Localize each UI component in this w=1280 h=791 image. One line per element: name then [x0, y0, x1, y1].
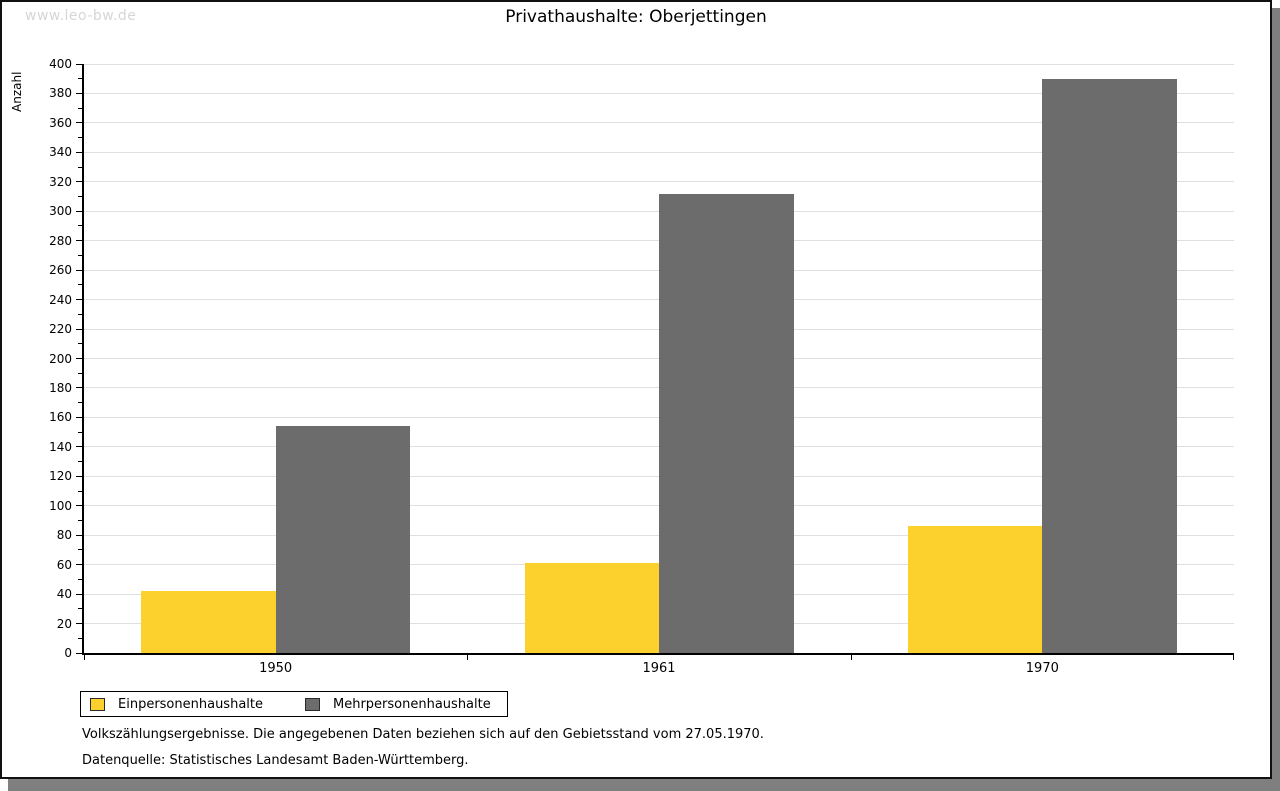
y-minor-tick-230 — [78, 313, 82, 315]
y-tick-label-280: 280 — [49, 233, 72, 248]
y-tick-label-260: 260 — [49, 263, 72, 278]
footnote-census: Volkszählungsergebnisse. Die angegebenen… — [82, 727, 764, 742]
legend-entry-mehrpersonenhaushalte: Mehrpersonenhaushalte — [305, 697, 491, 712]
y-tick-340 — [76, 151, 82, 153]
y-tick-120 — [76, 475, 82, 477]
y-tick-label-360: 360 — [49, 115, 72, 130]
y-tick-260 — [76, 269, 82, 271]
y-minor-tick-390 — [78, 78, 82, 80]
y-tick-20 — [76, 623, 82, 625]
y-tick-320 — [76, 181, 82, 183]
legend: Einpersonenhaushalte Mehrpersonenhaushal… — [80, 691, 508, 717]
y-tick-label-220: 220 — [49, 322, 72, 337]
gridline-380 — [84, 92, 1234, 94]
bar-mehrpersonenhaushalte-1950 — [275, 426, 411, 653]
legend-label: Einpersonenhaushalte — [118, 696, 263, 712]
y-minor-tick-150 — [78, 431, 82, 433]
y-tick-200 — [76, 358, 82, 359]
chart-panel: www.leo-bw.de Privathaushalte: Oberjetti… — [0, 0, 1272, 779]
y-minor-tick-350 — [78, 137, 82, 139]
gridline-340 — [84, 151, 1234, 153]
x-tick-0 — [84, 655, 85, 660]
x-tick-2 — [850, 655, 852, 660]
y-minor-tick-250 — [78, 284, 82, 286]
y-tick-60 — [76, 564, 82, 566]
y-tick-label-0: 0 — [64, 646, 72, 660]
y-minor-tick-210 — [78, 343, 82, 345]
legend-swatch-mehrpersonenhaushalte — [305, 697, 320, 711]
y-tick-160 — [76, 416, 82, 418]
y-tick-180 — [76, 387, 82, 389]
y-minor-tick-30 — [78, 608, 82, 610]
x-tick-label-1961: 1961 — [642, 661, 676, 676]
y-minor-tick-290 — [78, 225, 82, 227]
y-tick-400 — [76, 63, 82, 65]
y-tick-300 — [76, 210, 82, 212]
bar-einpersonenhaushalte-1961 — [524, 563, 659, 653]
y-tick-label-380: 380 — [49, 86, 72, 101]
bar-einpersonenhaushalte-1970 — [907, 526, 1043, 653]
y-minor-tick-50 — [78, 578, 82, 580]
y-tick-280 — [76, 240, 82, 242]
y-tick-380 — [76, 92, 82, 94]
x-tick-label-1950: 1950 — [259, 661, 293, 676]
y-axis-line — [82, 64, 84, 655]
y-tick-label-200: 200 — [49, 351, 72, 366]
bar-einpersonenhaushalte-1950 — [141, 591, 276, 653]
y-tick-240 — [76, 299, 82, 301]
y-tick-80 — [76, 534, 82, 536]
y-tick-label-100: 100 — [49, 498, 72, 513]
bar-mehrpersonenhaushalte-1970 — [1042, 78, 1177, 653]
y-tick-40 — [76, 593, 82, 595]
y-tick-220 — [76, 328, 82, 330]
y-tick-label-180: 180 — [49, 380, 72, 395]
y-minor-tick-90 — [78, 519, 82, 521]
y-tick-100 — [76, 505, 82, 507]
legend-label: Mehrpersonenhaushalte — [333, 696, 491, 712]
y-tick-label-140: 140 — [49, 439, 72, 454]
plot-area: 0 20 40 60 80 100 120 140 160 180 200 220 240 260 280 3… — [49, 57, 1234, 676]
x-tick-end — [1233, 655, 1234, 660]
y-tick-label-340: 340 — [49, 145, 72, 160]
footnote-source: Datenquelle: Statistisches Landesamt Bad… — [82, 753, 469, 768]
chart-title: Privathaushalte: Oberjettingen — [505, 7, 767, 27]
y-tick-label-20: 20 — [56, 616, 72, 631]
y-tick-label-80: 80 — [56, 528, 72, 543]
y-tick-140 — [76, 446, 82, 448]
y-minor-tick-170 — [78, 402, 82, 404]
x-tick-label-1970: 1970 — [1025, 661, 1059, 676]
y-minor-tick-270 — [78, 254, 82, 256]
y-minor-tick-10 — [78, 637, 82, 639]
y-tick-label-300: 300 — [49, 204, 72, 219]
y-minor-tick-370 — [78, 107, 82, 109]
y-tick-label-60: 60 — [56, 557, 72, 572]
y-tick-360 — [76, 122, 82, 124]
y-tick-label-400: 400 — [49, 57, 72, 71]
y-tick-label-160: 160 — [49, 410, 72, 425]
y-tick-0 — [76, 652, 82, 654]
y-tick-label-320: 320 — [49, 174, 72, 189]
legend-swatch-einpersonenhaushalte — [90, 697, 105, 711]
y-minor-tick-70 — [78, 549, 82, 551]
x-axis-line — [82, 653, 1234, 655]
y-minor-tick-190 — [78, 372, 82, 374]
gridline-360 — [84, 122, 1234, 124]
legend-entry-einpersonenhaushalte: Einpersonenhaushalte — [90, 697, 263, 712]
y-tick-label-120: 120 — [49, 469, 72, 484]
y-minor-tick-130 — [78, 461, 82, 463]
watermark: www.leo-bw.de — [25, 8, 137, 24]
y-tick-label-40: 40 — [56, 587, 72, 602]
y-minor-tick-330 — [78, 166, 82, 168]
bar-mehrpersonenhaushalte-1961 — [659, 193, 794, 653]
y-minor-tick-310 — [78, 196, 82, 198]
gridline-320 — [84, 181, 1234, 183]
y-tick-label-240: 240 — [49, 292, 72, 307]
x-tick-1 — [467, 655, 469, 660]
y-minor-tick-110 — [78, 490, 82, 492]
gridline-400 — [84, 63, 1234, 65]
